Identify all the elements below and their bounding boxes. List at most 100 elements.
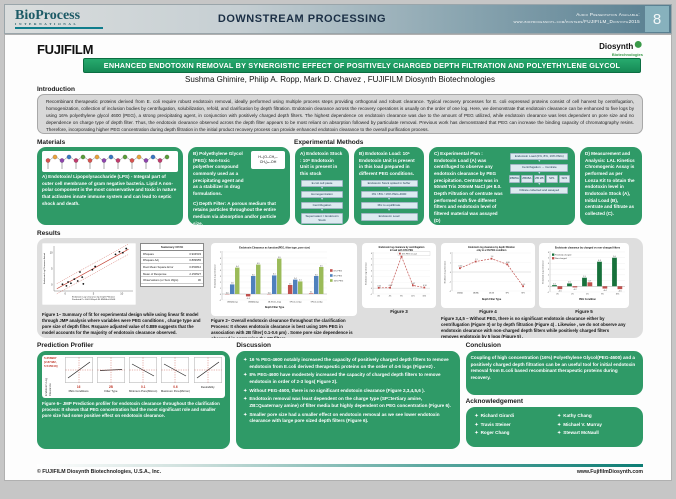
exp-plan-box: C) Experimental Plan : Endotoxin Load (A… bbox=[429, 147, 575, 225]
svg-text:5: 5 bbox=[371, 259, 373, 261]
discussion-bullet: Without PEG-4600, there is no significan… bbox=[243, 388, 454, 395]
svg-text:SP1 (0.2-0.6µ): SP1 (0.2-0.6µ) bbox=[290, 302, 302, 304]
footer-copyright: © FUJIFILM Diosynth Biotechnologies, U.S… bbox=[37, 469, 162, 475]
figure1-block: 0 5 10 0 5 10 Endotoxin Log Clearance by Depth… bbox=[41, 242, 206, 336]
svg-text:1.5: 1.5 bbox=[289, 283, 292, 285]
svg-text:0.7: 0.7 bbox=[589, 281, 592, 283]
svg-text:Endotoxin Log Clearance: Endotoxin Log Clearance bbox=[444, 260, 447, 283]
svg-text:2%: 2% bbox=[571, 294, 574, 296]
poster-footer: © FUJIFILM Diosynth Biotechnologies, U.S… bbox=[37, 463, 643, 475]
profiler-left-axis: 5.258987 [2.87482, 5.545043] Endotoxin L… bbox=[44, 356, 61, 396]
profiler-factor-label: Filter Type bbox=[104, 388, 118, 393]
summary-table-row: Observations (or Sum Wgts) 30 bbox=[141, 277, 203, 284]
results-header: Results bbox=[37, 230, 61, 237]
materials-endotoxin-box: A) Endotoxin/ Lipopolysaccharide (LPS) -… bbox=[37, 147, 183, 225]
materials-experimental-row: A) Endotoxin/ Lipopolysaccharide (LPS) -… bbox=[37, 147, 643, 225]
logo-underline bbox=[15, 27, 103, 29]
svg-text:0.05: 0.05 bbox=[377, 285, 381, 287]
svg-text:4: 4 bbox=[220, 270, 222, 272]
diosynth-logo-sub: Biotechnologies bbox=[611, 52, 643, 57]
svg-text:Depth Filter Type: Depth Filter Type bbox=[265, 306, 285, 309]
svg-text:0.1: 0.1 bbox=[310, 292, 313, 294]
svg-text:5.9: 5.9 bbox=[278, 257, 281, 259]
acknowledgement-names: Richard Girardi Kathy Chang Travis Steiner… bbox=[471, 411, 638, 439]
svg-text:5.0: 5.0 bbox=[613, 256, 616, 258]
summary-stat-name: RSquare bbox=[143, 251, 155, 256]
page-number: 8 bbox=[645, 6, 669, 32]
bioprocess-logo-text: BioProcess bbox=[15, 8, 81, 23]
svg-text:3: 3 bbox=[371, 270, 373, 272]
figure2-caption: Figure 2– Overall endotoxin clearance th… bbox=[211, 318, 353, 338]
svg-text:5: 5 bbox=[93, 291, 95, 295]
svg-text:6: 6 bbox=[220, 258, 222, 260]
figure4-wrap: Endotoxin log clearance by depth filtrat… bbox=[441, 243, 535, 314]
flow-step: Centrifugation → Centrate bbox=[510, 164, 569, 172]
fujifilm-logo: FUJIFILM bbox=[37, 42, 94, 57]
filter-branches: ZB05A ZB08A ZB 2B SP1 SP2 bbox=[508, 175, 571, 183]
discussion-bullets: 16 % PEG-4600 notably increased the capa… bbox=[241, 357, 454, 425]
svg-text:0.07: 0.07 bbox=[389, 285, 393, 287]
poster-title-banner: ENHANCED ENDOTOXIN REMOVAL BY SYNERGISTI… bbox=[83, 58, 641, 73]
audio-poster-url[interactable]: www.bioprocessintl.com/posters/FUJIFILM_… bbox=[513, 19, 640, 24]
svg-text:4.9: 4.9 bbox=[257, 263, 260, 265]
svg-text:-0.4: -0.4 bbox=[603, 290, 606, 292]
svg-text:8%: 8% bbox=[400, 296, 403, 298]
discussion-bullet: 16 % PEG-4600 notably increased the capa… bbox=[243, 357, 454, 370]
acknowledgement-name: Richard Girardi bbox=[475, 413, 552, 420]
profiler-factor-label: Minimum Pore(Micron) bbox=[129, 388, 158, 393]
flow-step: Centrifugation bbox=[301, 201, 343, 210]
profiler-panel: 2B Filter Type bbox=[95, 357, 126, 396]
profiler-panel: 0.1 Minimum Pore(Micron) bbox=[128, 357, 159, 396]
exp-c-text: C) Experimental Plan : Endotoxin Load (A… bbox=[434, 151, 503, 223]
svg-text:-1: -1 bbox=[219, 300, 222, 302]
summary-stat-name: Observations (or Sum Wgts) bbox=[143, 278, 179, 283]
svg-text:4%: 4% bbox=[389, 296, 392, 298]
figure3-block: Endotoxin log clearance by centrifugatio… bbox=[362, 243, 436, 333]
experimental-methods-header: Experimental Methods bbox=[294, 139, 364, 146]
svg-text:0.5: 0.5 bbox=[568, 282, 571, 284]
svg-text:in load with 16% PEG: in load with 16% PEG bbox=[390, 249, 414, 252]
summary-of-fit-title: Summary Of Fit bbox=[141, 244, 203, 251]
svg-text:0: 0 bbox=[220, 294, 222, 296]
figure4-panel: Endotoxin log clearance by depth filtrat… bbox=[441, 243, 535, 308]
svg-text:Endotoxin Log Clearance by Dep: Endotoxin Log Clearance by Depth Filtrat… bbox=[72, 295, 116, 298]
svg-text:1.6: 1.6 bbox=[231, 283, 234, 285]
materials-a-text: A) Endotoxin/ Lipopolysaccharide (LPS) -… bbox=[42, 174, 177, 206]
poster-body: FUJIFILM Diosynth● Biotechnologies ENHAN… bbox=[4, 34, 672, 481]
svg-text:3: 3 bbox=[220, 276, 222, 278]
svg-text:ZB05A (0.1µ): ZB05A (0.1µ) bbox=[227, 301, 238, 304]
figure1-caption: Figure 1– Summary of fit for experimenta… bbox=[42, 312, 201, 336]
svg-text:2.1: 2.1 bbox=[299, 280, 302, 282]
flow-filter-step: ZB08A bbox=[521, 175, 533, 183]
flow-arrow-icon: ▼ bbox=[320, 208, 324, 213]
results-panel: 0 5 10 0 5 10 Endotoxin Log Clearance by Depth… bbox=[37, 238, 643, 338]
svg-text:4.5: 4.5 bbox=[320, 265, 323, 267]
profiler-panel-chart bbox=[193, 357, 222, 383]
endotoxin-load-flowchart: Endotoxin Stock spiked in buffer ▼ 0% / 8%… bbox=[359, 179, 419, 221]
profiler-ylabel: Endotoxin Log Clearance bbox=[44, 377, 53, 396]
figure4-chart: Endotoxin log clearance by depth filtrat… bbox=[444, 246, 531, 301]
svg-text:0: 0 bbox=[51, 282, 53, 286]
svg-text:10: 10 bbox=[50, 250, 53, 254]
svg-text:Endotoxin Log Clearance: Endotoxin Log Clearance bbox=[542, 259, 545, 283]
svg-text:Depth Filter Type: Depth Filter Type bbox=[482, 298, 502, 301]
svg-text:2.4: 2.4 bbox=[294, 278, 297, 280]
svg-text:PEG Condition: PEG Condition bbox=[579, 298, 596, 301]
experimental-plan-flowchart: Endotoxin Load (0%, 8%, 16% PEG) ▼ Centrif… bbox=[508, 153, 571, 221]
profiler-factor-value: 0.6 bbox=[173, 384, 178, 389]
prediction-profiler-box: 5.258987 [2.87482, 5.545043] Endotoxin L… bbox=[37, 351, 231, 449]
svg-text:10: 10 bbox=[120, 291, 123, 295]
acknowledgement-name: Roger Chang bbox=[475, 430, 552, 437]
discussion-header: Discussion bbox=[236, 342, 272, 349]
summary-stat-value: 0.904533 bbox=[189, 251, 201, 256]
flow-arrow-icon: ▼ bbox=[537, 170, 541, 175]
audio-availability-text: Audio Presentation Available: bbox=[576, 12, 640, 18]
svg-text:ZB 2B (0.1-0.6µ): ZB 2B (0.1-0.6µ) bbox=[268, 302, 282, 304]
flow-step: Supernatant = Endotoxin Stock bbox=[301, 213, 343, 225]
discussion-bullet: Smaller pore size had a smaller effect o… bbox=[243, 412, 454, 425]
summary-stat-name: Root Mean Square Error bbox=[143, 264, 174, 269]
svg-text:0: 0 bbox=[548, 286, 550, 288]
footer-website[interactable]: www.FujifilmDiosynth.com bbox=[576, 469, 643, 475]
svg-text:1.1: 1.1 bbox=[475, 259, 478, 261]
